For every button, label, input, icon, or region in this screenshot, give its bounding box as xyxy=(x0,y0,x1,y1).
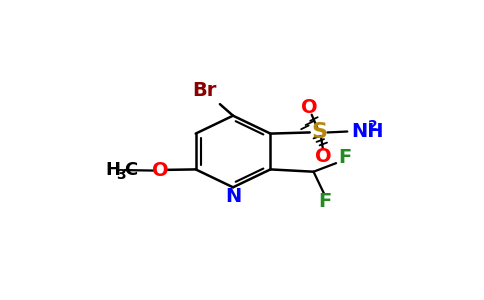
Text: N: N xyxy=(225,187,241,206)
Text: H: H xyxy=(106,161,121,179)
Text: F: F xyxy=(338,148,351,167)
Text: F: F xyxy=(318,192,332,211)
Text: O: O xyxy=(316,146,332,166)
Text: O: O xyxy=(152,161,169,180)
Text: C: C xyxy=(124,161,138,179)
Text: Br: Br xyxy=(193,81,217,100)
Text: 3: 3 xyxy=(116,168,126,182)
Text: O: O xyxy=(302,98,318,117)
Text: NH: NH xyxy=(351,122,383,141)
Text: S: S xyxy=(311,122,327,142)
Text: 2: 2 xyxy=(368,119,378,133)
